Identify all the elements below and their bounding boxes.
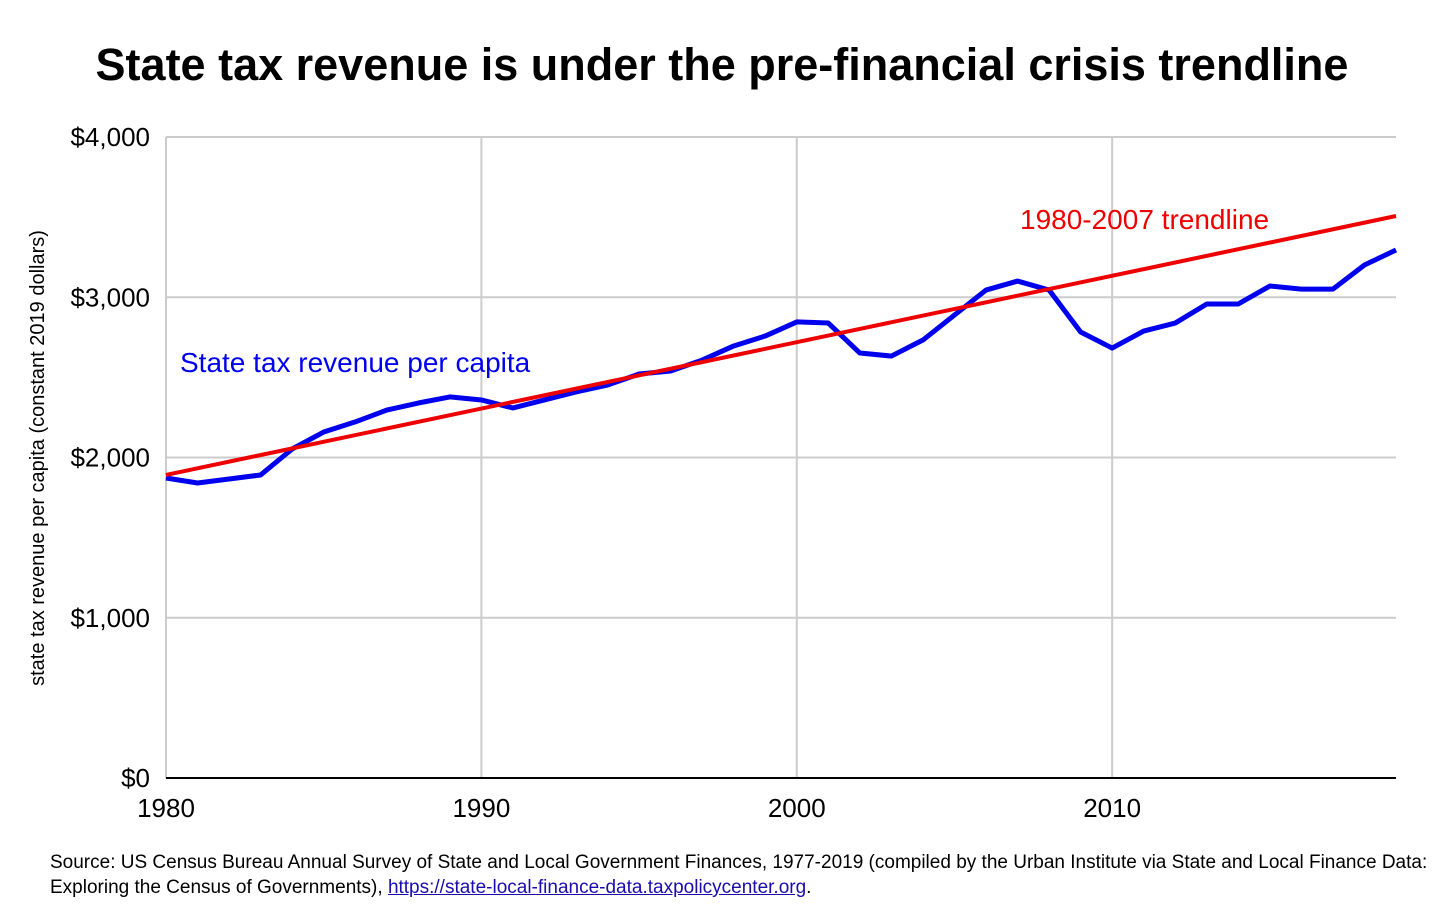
source-link[interactable]: https://state-local-finance-data.taxpoli… (387, 877, 807, 898)
x-tick-label: 1980 (137, 793, 195, 823)
source-text: Source: US Census Bureau Annual Survey o… (50, 852, 1428, 898)
y-tick-label: $3,000 (70, 282, 150, 312)
x-tick-label: 2000 (768, 793, 826, 823)
series-label-trendline: 1980-2007 trendline (1020, 204, 1269, 235)
y-tick-label: $1,000 (70, 603, 150, 633)
chart-title: State tax revenue is under the pre-finan… (96, 39, 1349, 90)
series-line-revenue (165, 247, 1398, 486)
trendline (165, 214, 1397, 477)
source-end: . (806, 877, 812, 898)
y-axis-label: state tax revenue per capita (constant 2… (27, 230, 49, 686)
y-tick-label: $4,000 (70, 122, 150, 152)
source-note: Source: US Census Bureau Annual Survey o… (50, 850, 1430, 900)
series-label-revenue: State tax revenue per capita (180, 347, 531, 378)
y-tick-label: $2,000 (70, 443, 150, 473)
y-tick-label: $0 (121, 763, 150, 793)
x-tick-label: 2010 (1083, 793, 1141, 823)
x-tick-label: 1990 (452, 793, 510, 823)
